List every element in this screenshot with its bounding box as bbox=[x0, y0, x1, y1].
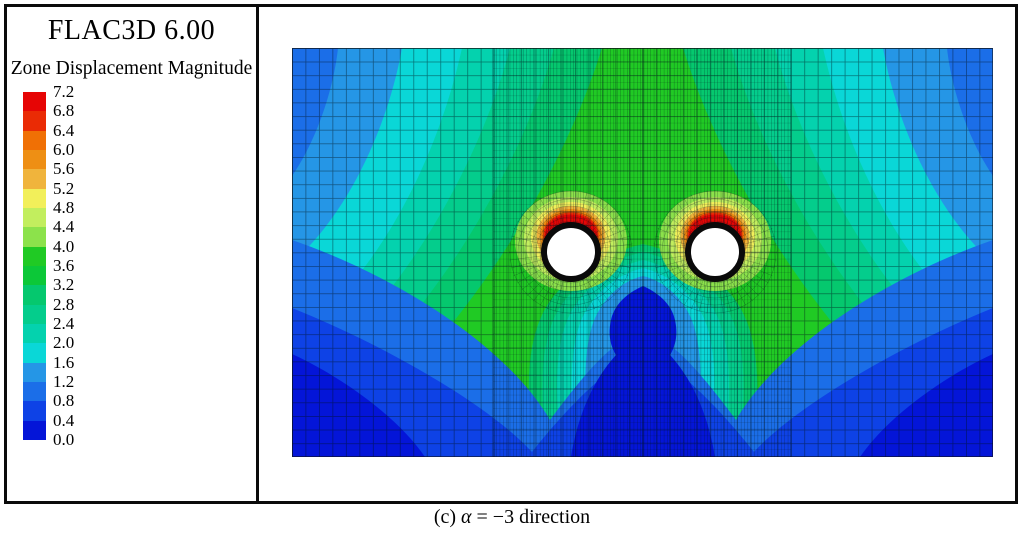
colorbar-label: 0.0 bbox=[53, 430, 75, 449]
colorbar-label: 3.2 bbox=[53, 275, 75, 295]
caption-prefix: (c) bbox=[433, 506, 462, 528]
colorbar bbox=[23, 92, 46, 440]
colorbar-label: 6.4 bbox=[53, 120, 75, 140]
tunnel-right bbox=[685, 222, 745, 282]
colorbar-label: 5.2 bbox=[53, 178, 75, 198]
figure-caption: (c) α = −3 direction bbox=[0, 506, 1024, 529]
legend-panel: FLAC3D 6.00 Zone Displacement Magnitude … bbox=[7, 7, 256, 501]
figure-frame: FLAC3D 6.00 Zone Displacement Magnitude … bbox=[4, 4, 1018, 504]
colorbar-labels: 7.2 6.8 6.4 6.0 5.6 5.2 4.8 4.4 4.0 3.6 3.2 2.8 2.4 2… bbox=[53, 83, 113, 449]
colorbar-label: 4.8 bbox=[53, 198, 75, 217]
plot-border bbox=[292, 48, 993, 457]
tunnel-left bbox=[541, 222, 601, 282]
legend-subtitle: Zone Displacement Magnitude bbox=[10, 58, 253, 79]
colorbar-band bbox=[23, 401, 46, 421]
colorbar-band bbox=[23, 111, 46, 131]
colorbar-band bbox=[23, 265, 46, 286]
colorbar-label: 2.0 bbox=[53, 333, 75, 353]
radial-mesh-left-tunnel bbox=[509, 190, 633, 314]
colorbar-band bbox=[23, 362, 46, 382]
colorbar-band bbox=[23, 381, 46, 402]
caption-alpha-symbol: α bbox=[461, 506, 472, 528]
colorbar-label: 6.0 bbox=[53, 140, 75, 159]
colorbar-band bbox=[23, 188, 46, 208]
colorbar-label: 4.0 bbox=[53, 236, 75, 256]
colorbar-band bbox=[23, 343, 46, 363]
colorbar-label: 1.6 bbox=[53, 352, 75, 372]
caption-text: = −3 direction bbox=[471, 506, 591, 528]
colorbar-label: 5.6 bbox=[53, 159, 75, 179]
colorbar-band bbox=[23, 227, 46, 247]
colorbar-label: 1.2 bbox=[53, 372, 75, 391]
mesh-overlay bbox=[292, 48, 993, 457]
radial-mesh-right-tunnel bbox=[653, 190, 777, 314]
colorbar-band bbox=[23, 285, 46, 305]
colorbar-band bbox=[23, 246, 46, 266]
colorbar-label: 2.8 bbox=[53, 294, 75, 314]
colorbar-band bbox=[23, 207, 46, 228]
contour-field bbox=[292, 48, 993, 457]
colorbar-band bbox=[23, 130, 46, 150]
colorbar-band bbox=[23, 169, 46, 189]
colorbar-label: 6.8 bbox=[53, 101, 75, 121]
plot-panel bbox=[256, 7, 1015, 501]
colorbar-band bbox=[23, 323, 46, 344]
colorbar-label: 3.6 bbox=[53, 256, 75, 275]
colorbar-band bbox=[23, 149, 46, 170]
colorbar-label: 0.4 bbox=[53, 410, 75, 430]
colorbar-label: 7.2 bbox=[53, 82, 75, 101]
colorbar-label: 4.4 bbox=[53, 217, 75, 237]
colorbar-band bbox=[23, 304, 46, 324]
legend-title: FLAC3D 6.00 bbox=[47, 15, 216, 46]
contour-plot bbox=[292, 48, 993, 457]
colorbar-band bbox=[23, 420, 46, 440]
colorbar-label: 0.8 bbox=[53, 391, 75, 411]
colorbar-band bbox=[23, 92, 46, 112]
colorbar-label: 2.4 bbox=[53, 314, 75, 333]
